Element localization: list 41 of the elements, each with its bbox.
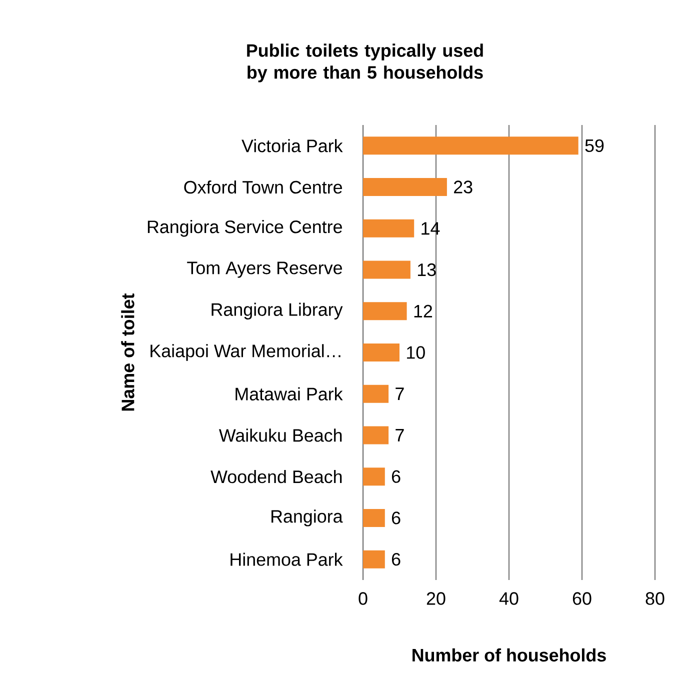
x-tick-label: 80 bbox=[646, 592, 664, 605]
data-label: 6 bbox=[392, 470, 400, 483]
bar bbox=[362, 136, 578, 155]
y-tick-label: Tom Ayers Reserve bbox=[187, 262, 342, 278]
y-tick-label: Woodend Beach bbox=[210, 470, 342, 484]
y-tick-label: Kaiapoi War Memorial… bbox=[150, 344, 340, 361]
y-axis-title: Name of toilet bbox=[121, 293, 134, 411]
chart-title: Public toilets typically used by more than 5 households bbox=[247, 44, 483, 82]
y-tick-label: Victoria Park bbox=[242, 139, 343, 152]
data-label: 7 bbox=[396, 388, 404, 400]
x-tick-label: 20 bbox=[426, 592, 446, 605]
data-label: 6 bbox=[392, 512, 400, 524]
y-tick-label: Matawai Park bbox=[236, 387, 343, 400]
bar bbox=[362, 302, 407, 320]
x-tick-label: 0 bbox=[358, 592, 368, 605]
data-label: 12 bbox=[414, 304, 432, 318]
y-tick-label: Waikuku Beach bbox=[218, 428, 342, 442]
bar bbox=[362, 468, 385, 486]
bar bbox=[362, 343, 400, 362]
data-label: 6 bbox=[392, 552, 400, 566]
bar bbox=[362, 550, 385, 568]
y-tick-label: Rangiora Service Centre bbox=[148, 220, 342, 237]
y-tick-label: Hinemoa Park bbox=[230, 552, 343, 566]
data-label: 23 bbox=[454, 180, 472, 194]
bar bbox=[362, 219, 414, 238]
data-label: 10 bbox=[407, 346, 425, 359]
bar bbox=[362, 260, 410, 279]
y-tick-label: Rangiora bbox=[272, 510, 343, 526]
data-label: 13 bbox=[418, 263, 436, 276]
y-tick-label: Oxford Town Centre bbox=[184, 180, 342, 194]
data-label: 14 bbox=[422, 222, 440, 235]
bar bbox=[362, 178, 447, 196]
bar bbox=[362, 508, 385, 527]
x-axis-title: Number of households bbox=[412, 648, 606, 662]
y-tick-label: Rangiora Library bbox=[212, 302, 343, 320]
data-label: 7 bbox=[396, 429, 404, 442]
x-tick-label: 60 bbox=[572, 592, 592, 605]
bar bbox=[362, 384, 389, 403]
bar bbox=[362, 426, 389, 444]
data-label: 59 bbox=[585, 139, 604, 152]
x-tick-label: 40 bbox=[499, 592, 518, 605]
